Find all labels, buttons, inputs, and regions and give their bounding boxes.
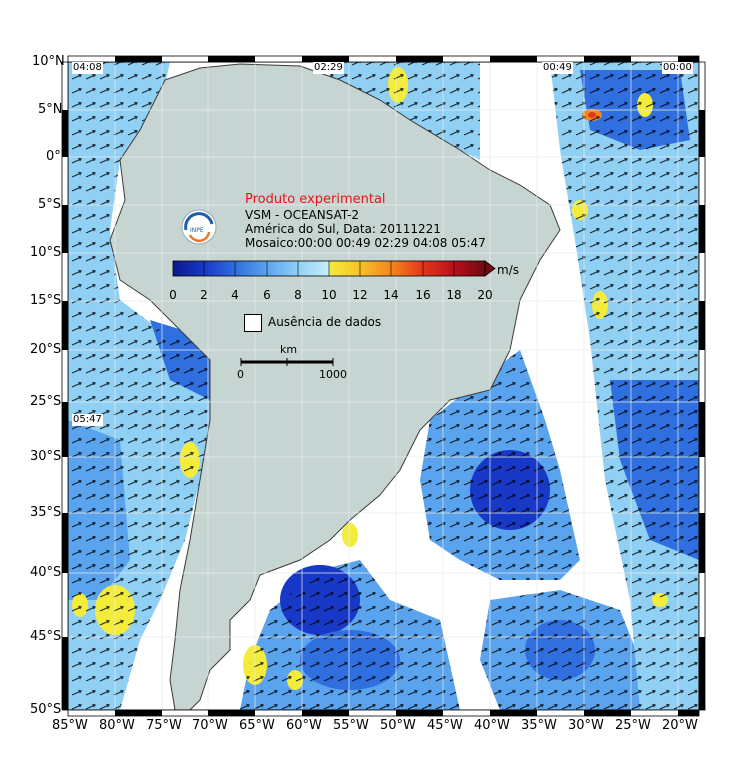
colorbar-label: 6 <box>263 288 271 302</box>
inpe-logo: INPE <box>181 209 217 245</box>
colorbar-label: 10 <box>321 288 337 302</box>
scale-start: 0 <box>237 368 244 381</box>
lat-label-15s: 15°S <box>30 293 62 308</box>
no-data-label: Ausência de dados <box>268 315 382 329</box>
colorbar <box>172 260 496 277</box>
pass-time-label: 00:49 <box>542 62 573 74</box>
pass-time-label: 04:08 <box>72 62 103 74</box>
satellite-line: VSM - OCEANSAT-2 <box>245 208 360 222</box>
pass-time-label: 02:29 <box>313 62 344 74</box>
map-frame-border <box>61 55 706 717</box>
lat-label-5n: 5°N <box>38 102 63 117</box>
svg-text:INPE: INPE <box>190 227 204 234</box>
wind-vectors <box>68 62 699 710</box>
colorbar-label: 2 <box>200 288 208 302</box>
lat-label-10n: 10°N <box>32 54 65 69</box>
lat-label-20s: 20°S <box>30 342 62 357</box>
colorbar-label: 12 <box>352 288 368 302</box>
lat-label-30s: 30°S <box>30 449 62 464</box>
lon-label-40w: 40°W <box>474 718 510 733</box>
pass-time-label: 05:47 <box>72 414 103 426</box>
scale-bar <box>240 358 334 366</box>
lon-label-80w: 80°W <box>99 718 135 733</box>
lat-label-35s: 35°S <box>30 505 62 520</box>
south-america-land <box>109 63 561 710</box>
lat-label-50s: 50°S <box>30 702 62 717</box>
product-title: Produto experimental <box>245 192 386 207</box>
mosaic-line: Mosaico:00:00 00:49 02:29 04:08 05:47 <box>245 236 486 250</box>
colorbar-label: 8 <box>294 288 302 302</box>
lon-label-35w: 35°W <box>521 718 557 733</box>
colorbar-label: 0 <box>169 288 177 302</box>
lat-label-0: 0° <box>46 149 61 164</box>
lon-label-75w: 75°W <box>146 718 182 733</box>
lon-label-65w: 65°W <box>239 718 275 733</box>
graticule <box>68 62 699 710</box>
scale-end: 1000 <box>319 368 347 381</box>
lon-label-70w: 70°W <box>192 718 228 733</box>
lon-label-60w: 60°W <box>286 718 322 733</box>
lon-label-25w: 25°W <box>615 718 651 733</box>
region-date-line: América do Sul, Data: 20111221 <box>245 222 441 236</box>
colorbar-label: 18 <box>446 288 462 302</box>
lon-label-85w: 85°W <box>52 718 88 733</box>
colorbar-label: 4 <box>231 288 239 302</box>
lat-label-10s: 10°S <box>30 245 62 260</box>
scale-unit: km <box>280 343 298 356</box>
colorbar-unit: m/s <box>497 263 519 277</box>
lat-label-5s: 5°S <box>38 197 62 212</box>
lat-label-40s: 40°S <box>30 565 62 580</box>
lon-label-55w: 55°W <box>333 718 369 733</box>
colorbar-label: 20 <box>477 288 493 302</box>
pass-time-label: 00:00 <box>662 62 693 74</box>
lon-label-50w: 50°W <box>380 718 416 733</box>
colorbar-label: 14 <box>383 288 399 302</box>
lon-label-30w: 30°W <box>568 718 604 733</box>
lat-label-25s: 25°S <box>30 394 62 409</box>
lon-label-20w: 20°W <box>662 718 698 733</box>
colorbar-label: 16 <box>415 288 431 302</box>
lon-label-45w: 45°W <box>427 718 463 733</box>
lat-label-45s: 45°S <box>30 629 62 644</box>
no-data-swatch <box>244 314 262 332</box>
